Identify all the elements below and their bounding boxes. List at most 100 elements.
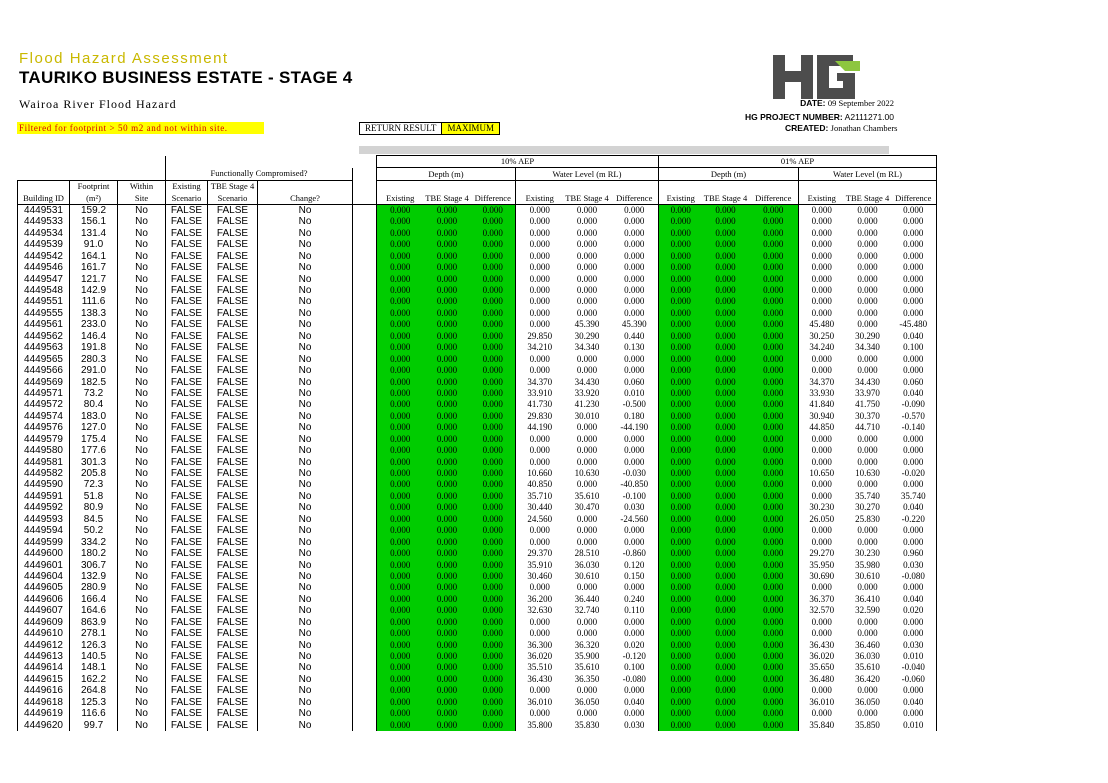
table-cell: 0.040 xyxy=(890,593,937,606)
table-cell: 0.000 xyxy=(702,399,749,411)
table-cell: 36.460 xyxy=(855,639,880,650)
table-cell: 0.000 xyxy=(857,285,878,296)
table-cell: 0.000 xyxy=(576,616,598,627)
table-cell: 0.000 xyxy=(515,353,564,365)
table-cell: 0.000 xyxy=(702,284,749,297)
flood-hazard-table: 10% AEP 01% AEP Functionally Compromised… xyxy=(17,154,937,731)
table-cell: -0.570 xyxy=(890,410,937,423)
table-cell: No xyxy=(257,513,353,525)
table-cell: 0.000 xyxy=(890,616,937,628)
table-cell: FALSE xyxy=(207,330,258,342)
table-cell: 4449566 xyxy=(17,364,70,377)
table-cell: 0.020 xyxy=(890,605,937,617)
table-cell: 0.000 xyxy=(890,685,937,697)
spacer-cell xyxy=(353,204,377,216)
table-cell: 156.1 xyxy=(69,216,118,228)
table-cell: 280.9 xyxy=(69,582,118,594)
table-cell: 0.000 xyxy=(470,250,516,262)
table-cell: 0.000 xyxy=(798,307,845,320)
table-row: 4449610 278.1 No FALSE FALSE No 0.000 0.000 0.00… xyxy=(17,627,937,640)
table-cell: 0.000 xyxy=(798,616,845,628)
table-cell: 0.000 xyxy=(658,376,703,388)
table-cell: 35.740 xyxy=(890,490,937,503)
col-tbe-wl-10: TBE Stage 4 xyxy=(565,192,609,203)
table-cell: 0.000 xyxy=(748,422,799,434)
table-cell: 0.000 xyxy=(798,708,845,720)
table-cell: 0.000 xyxy=(515,250,564,262)
table-cell: FALSE xyxy=(207,685,258,697)
table-cell: No xyxy=(117,227,166,240)
table-cell: -0.080 xyxy=(622,673,646,684)
table-cell: 0.000 xyxy=(857,525,878,536)
table-cell: 0.000 xyxy=(515,227,564,240)
table-cell: FALSE xyxy=(165,239,208,251)
table-cell: 0.000 xyxy=(470,261,516,274)
table-cell: 4449561 xyxy=(17,319,70,331)
table-cell: No xyxy=(117,513,166,525)
table-cell: No xyxy=(257,616,353,628)
table-cell: 0.000 xyxy=(470,662,516,674)
table-cell: 177.6 xyxy=(69,444,118,457)
table-cell: No xyxy=(257,227,353,240)
table-cell: 36.010 xyxy=(515,696,564,708)
table-row: 4449613 140.5 No FALSE FALSE No 0.000 0.000 0.00… xyxy=(17,650,937,663)
table-cell: 0.000 xyxy=(702,422,749,434)
table-cell: 0.000 xyxy=(376,376,424,388)
table-cell: 0.000 xyxy=(748,216,799,228)
table-cell: 0.000 xyxy=(376,547,424,560)
table-cell: FALSE xyxy=(165,342,208,354)
table-cell: 140.5 xyxy=(69,650,118,663)
table-cell: 0.000 xyxy=(702,536,749,548)
table-cell: FALSE xyxy=(207,582,258,594)
table-cell: 0.000 xyxy=(624,445,645,456)
table-cell: 0.000 xyxy=(702,239,749,251)
table-cell: 4449618 xyxy=(17,696,70,708)
table-row: 4449593 84.5 No FALSE FALSE No 0.000 0.000 0.000… xyxy=(17,513,937,525)
filter-note: Filtered for footprint > 50 m2 and not w… xyxy=(17,122,264,134)
table-cell: 45.390 xyxy=(574,319,600,330)
footprint-header: Footprint xyxy=(69,179,118,193)
table-cell: No xyxy=(117,284,166,297)
table-cell: FALSE xyxy=(207,490,258,503)
table-cell: 0.000 xyxy=(890,204,937,217)
table-cell: 0.000 xyxy=(576,216,598,227)
table-cell: 0.000 xyxy=(658,456,703,468)
table-cell: 0.000 xyxy=(515,216,564,228)
table-cell: 0.000 xyxy=(576,365,598,376)
table-cell: FALSE xyxy=(165,673,208,686)
table-cell: 0.000 xyxy=(857,250,878,261)
table-cell: 0.000 xyxy=(624,262,645,273)
table-cell: -0.040 xyxy=(890,662,937,674)
table-cell: No xyxy=(117,387,166,400)
table-cell: 36.480 xyxy=(798,673,845,686)
table-cell: No xyxy=(257,284,353,297)
table-cell: 35.510 xyxy=(515,662,564,674)
table-cell: No xyxy=(117,685,166,697)
table-cell: 0.000 xyxy=(470,582,516,594)
table-cell: 91.0 xyxy=(69,239,118,251)
table-cell: No xyxy=(257,364,353,377)
table-cell: 0.000 xyxy=(702,547,749,560)
table-cell: No xyxy=(257,708,353,720)
table-cell: FALSE xyxy=(207,650,258,663)
table-cell: FALSE xyxy=(165,364,208,377)
table-cell: 0.000 xyxy=(423,479,471,491)
table-cell: 0.000 xyxy=(470,490,516,503)
table-cell: 30.230 xyxy=(798,502,845,514)
table-cell: 0.000 xyxy=(515,616,564,628)
table-cell: 30.690 xyxy=(798,570,845,583)
table-cell: 0.180 xyxy=(624,410,645,421)
table-cell: 306.7 xyxy=(69,559,118,571)
spacer-cell xyxy=(353,365,377,376)
table-cell: 0.000 xyxy=(624,239,645,250)
table-cell: 0.000 xyxy=(423,593,471,606)
report-title: TAURIKO BUSINESS ESTATE - STAGE 4 xyxy=(19,68,353,87)
table-cell: 0.000 xyxy=(658,250,703,262)
table-cell: 0.000 xyxy=(376,502,424,514)
spacer-cell xyxy=(353,617,377,628)
table-cell: 132.9 xyxy=(69,570,118,583)
table-cell: 0.000 xyxy=(658,559,703,571)
table-cell: FALSE xyxy=(165,490,208,503)
table-cell: 0.000 xyxy=(576,525,598,536)
table-cell: 0.000 xyxy=(748,433,799,445)
